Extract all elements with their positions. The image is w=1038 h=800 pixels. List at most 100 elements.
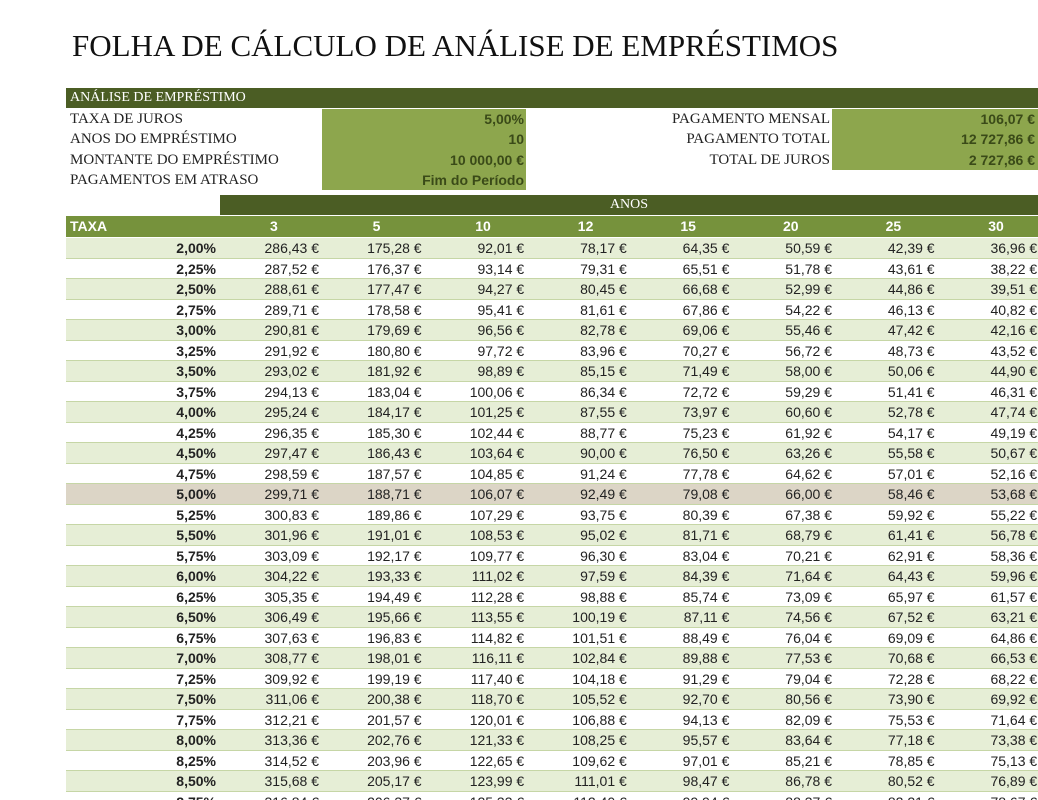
payment-cell: 291,92 € bbox=[264, 342, 320, 359]
payment-cell: 193,33 € bbox=[367, 568, 422, 584]
payment-cell: 55,58 € bbox=[887, 445, 935, 461]
payment-cell: 293,02 € bbox=[264, 363, 320, 379]
input-label: MONTANTE DO EMPRÉSTIMO bbox=[70, 151, 279, 168]
payment-cell: 58,36 € bbox=[990, 547, 1038, 564]
payment-cell: 313,36 € bbox=[264, 732, 320, 748]
payment-cell: 92,49 € bbox=[580, 486, 627, 502]
rate-cell: 2,25% bbox=[176, 260, 216, 277]
payment-cell: 42,39 € bbox=[887, 240, 935, 256]
payment-cell: 201,57 € bbox=[367, 711, 422, 728]
rate-cell: 3,00% bbox=[176, 322, 216, 338]
table-row bbox=[66, 750, 1038, 771]
payment-cell: 71,64 € bbox=[990, 711, 1038, 728]
payment-cell: 92,01 € bbox=[477, 240, 525, 256]
payment-cell: 188,71 € bbox=[367, 486, 422, 502]
payment-cell: 296,35 € bbox=[264, 424, 320, 441]
rate-cell: 5,00% bbox=[176, 486, 216, 502]
payment-cell: 77,18 € bbox=[887, 732, 935, 748]
payment-cell: 72,72 € bbox=[682, 383, 730, 400]
payment-cell: 121,33 € bbox=[469, 732, 525, 748]
payment-cell: 52,16 € bbox=[990, 465, 1038, 482]
payment-cell: 82,78 € bbox=[580, 322, 627, 338]
payment-cell: 61,92 € bbox=[785, 424, 832, 441]
payment-cell: 64,35 € bbox=[682, 240, 730, 256]
payment-cell: 77,53 € bbox=[785, 650, 832, 666]
payment-cell: 83,96 € bbox=[580, 342, 627, 359]
output-value: 2 727,86 € bbox=[968, 151, 1035, 168]
output-value: 106,07 € bbox=[980, 111, 1036, 127]
table-row bbox=[66, 340, 1038, 361]
payment-cell: 67,38 € bbox=[785, 506, 832, 523]
payment-cell: 192,17 € bbox=[367, 547, 422, 564]
payment-cell: 183,04 € bbox=[367, 383, 422, 400]
payment-cell: 102,44 € bbox=[469, 424, 525, 441]
payment-cell: 43,61 € bbox=[887, 260, 935, 277]
table-row bbox=[66, 381, 1038, 402]
payment-cell: 68,79 € bbox=[785, 527, 832, 543]
rate-cell: 5,75% bbox=[176, 547, 216, 564]
payment-cell: 86,34 € bbox=[580, 383, 627, 400]
payment-cell: 68,22 € bbox=[990, 670, 1038, 687]
rate-cell: 7,25% bbox=[176, 670, 216, 687]
payment-cell: 58,46 € bbox=[887, 486, 935, 502]
payment-cell: 196,83 € bbox=[367, 629, 422, 646]
table-row bbox=[66, 258, 1038, 279]
payment-cell: 97,59 € bbox=[580, 568, 627, 584]
payment-cell: 69,06 € bbox=[682, 322, 730, 338]
table-row bbox=[66, 238, 1038, 259]
payment-cell: 78,67 € bbox=[938, 792, 1037, 800]
rate-cell: 8,75% bbox=[66, 792, 216, 800]
payment-cell: 97,01 € bbox=[682, 752, 730, 769]
payment-cell: 306,49 € bbox=[264, 609, 320, 625]
payment-cell: 98,88 € bbox=[580, 588, 627, 605]
payment-cell: 288,61 € bbox=[264, 281, 320, 297]
payment-cell: 98,89 € bbox=[477, 363, 525, 379]
payment-cell: 48,73 € bbox=[887, 342, 935, 359]
payment-cell: 49,19 € bbox=[990, 424, 1038, 441]
payment-cell: 96,56 € bbox=[477, 322, 525, 338]
payment-cell: 40,82 € bbox=[990, 301, 1038, 318]
payment-cell: 100,06 € bbox=[469, 383, 525, 400]
payment-cell: 107,29 € bbox=[469, 506, 525, 523]
payment-cell: 309,92 € bbox=[264, 670, 320, 687]
payment-cell: 78,85 € bbox=[887, 752, 935, 769]
rate-cell: 4,25% bbox=[176, 424, 216, 441]
payment-cell: 71,49 € bbox=[682, 363, 730, 379]
payment-cell: 75,23 € bbox=[682, 424, 730, 441]
payment-cell: 286,43 € bbox=[264, 240, 320, 256]
table-row bbox=[66, 484, 1038, 505]
column-header: 20 bbox=[783, 218, 799, 234]
payment-cell: 95,41 € bbox=[477, 301, 525, 318]
rate-cell: 5,25% bbox=[176, 506, 216, 523]
payment-cell: 105,52 € bbox=[572, 691, 627, 707]
payment-cell: 289,71 € bbox=[264, 301, 320, 318]
payment-cell: 70,68 € bbox=[887, 650, 935, 666]
payment-cell: 74,56 € bbox=[785, 609, 832, 625]
column-header: 25 bbox=[885, 218, 902, 234]
payment-cell: 77,78 € bbox=[682, 465, 730, 482]
rate-cell: 6,00% bbox=[176, 568, 216, 584]
payment-cell: 44,86 € bbox=[887, 281, 935, 297]
payment-cell: 76,89 € bbox=[990, 773, 1038, 789]
payment-cell: 100,19 € bbox=[572, 609, 627, 625]
payment-cell: 93,14 € bbox=[477, 260, 525, 277]
payment-cell: 195,66 € bbox=[367, 609, 422, 625]
payment-cell: 297,47 € bbox=[264, 445, 320, 461]
output-label: TOTAL DE JUROS bbox=[709, 151, 830, 168]
rate-cell: 7,50% bbox=[176, 691, 216, 707]
table-row bbox=[66, 504, 1038, 525]
payment-cell: 85,74 € bbox=[682, 588, 730, 605]
payment-cell: 203,96 € bbox=[367, 752, 422, 769]
table-row bbox=[66, 771, 1038, 792]
summary-title: ANÁLISE DE EMPRÉSTIMO bbox=[66, 88, 1038, 108]
payment-cell: 303,09 € bbox=[264, 547, 320, 564]
payment-cell: 316,84 € bbox=[220, 792, 320, 800]
payment-cell: 86,78 € bbox=[785, 773, 832, 789]
input-value: Fim do Período bbox=[422, 171, 524, 188]
table-row bbox=[66, 545, 1038, 566]
payment-cell: 117,40 € bbox=[470, 670, 525, 687]
payment-cell: 104,85 € bbox=[469, 465, 525, 482]
rate-cell: 8,50% bbox=[176, 773, 216, 789]
payment-cell: 57,01 € bbox=[887, 465, 935, 482]
payment-cell: 80,45 € bbox=[580, 281, 627, 297]
